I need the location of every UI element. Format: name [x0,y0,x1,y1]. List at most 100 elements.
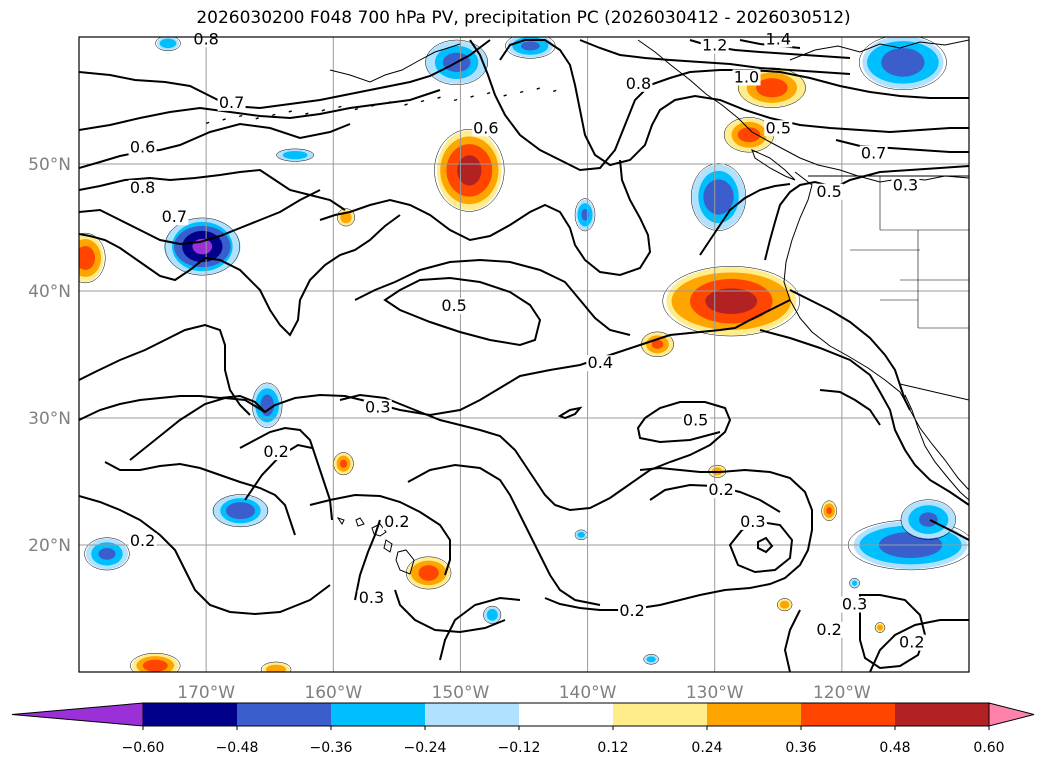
pv-contour-line [557,406,583,420]
pv-contour-line [407,463,601,606]
island-dash [519,90,524,94]
island-dash [205,121,210,125]
pv-contour-line [699,183,791,256]
alaska-coastline [789,39,969,61]
colorbar-segment [707,703,802,726]
precip-shade [457,155,482,186]
contour-label: 0.5 [766,118,791,137]
contour-label-bg [192,31,221,48]
contour-label-bg [128,139,157,156]
colorbar-tick-label: −0.36 [310,740,353,756]
precip-shade [826,507,832,515]
pv-contour-line [789,289,911,411]
pv-contour-line [79,299,791,421]
colorbar: −0.60 −0.48 −0.36 −0.24 −0.12 0.12 0.24 0.36 0.4… [11,702,1035,756]
pv-contour-line [759,329,969,506]
contour-label-bg [859,145,888,162]
lon-tick-label: 120°W [813,683,871,703]
pv-contour-line [383,276,542,347]
precipitation-layer [79,37,969,672]
precip-outline [859,37,947,91]
state-borders [850,176,969,329]
lon-tick-label: 140°W [559,683,617,703]
precip-outline [849,577,860,589]
precip-outline [155,37,181,52]
pv-contour-line [79,495,331,616]
pv-contour-line [79,168,346,211]
precip-positive-area [662,266,801,337]
map-title: 2026030200 F048 700 hPa PV, precipitatio… [196,8,851,28]
precip-negative-area [574,529,588,541]
island-dash [288,110,293,113]
colorbar-segment [331,703,426,726]
precip-negative-area [643,654,659,665]
contour-label: 0.7 [219,93,244,112]
island-dash [486,91,491,95]
contour-label: 0.3 [359,588,384,607]
island-dash [453,98,458,102]
colorbar-extend-low [11,702,144,727]
colorbar-tick-label: −0.48 [216,740,259,756]
colorbar-tick-label: −0.24 [404,740,447,756]
precip-outline [874,622,886,633]
pv-contour-line [579,39,851,75]
us-mexico-border [899,383,969,401]
pv-contour-line [354,258,631,336]
vancouver-island [751,149,796,181]
precip-positive-area [874,622,886,633]
precip-positive-area [130,652,181,672]
island-dash [255,117,259,120]
precip-outline [79,232,106,284]
contour-label-bg [440,298,469,315]
precip-shade [486,609,498,621]
contour-label: 1.2 [702,36,727,55]
island-dash [238,114,243,118]
pv-contour-line [104,461,296,536]
precip-positive-area [260,661,292,672]
precip-outline [84,537,130,571]
contour-label-bg [586,355,615,372]
contour-label: 0.4 [588,353,613,372]
pv-contour-line [499,39,969,167]
lon-tick-label: 160°W [304,683,362,703]
precip-shade [418,565,439,581]
colorbar-outline [142,702,990,727]
graticule [79,37,969,672]
pv-contour-line [869,619,969,672]
pv-contour-line [819,389,881,426]
colorbar-tick-label: 0.24 [691,740,722,756]
contour-label-bg [840,596,869,613]
contour-label: 0.8 [193,29,218,48]
precip-outline [212,494,269,528]
colorbar-tick-label: 0.48 [879,740,910,756]
contour-label: 0.5 [816,182,841,201]
precip-outline [434,129,505,212]
contour-label: 0.5 [683,410,708,429]
contour-label-bg [707,482,736,499]
precip-shade [703,179,734,215]
contour-label: 0.2 [384,512,409,531]
us-west-coastline [783,171,969,491]
contour-label: 0.2 [619,601,644,620]
precip-shade [339,459,348,468]
lat-tick-label: 20°N [28,536,71,556]
contour-label-bg [128,533,157,549]
precip-shade [282,150,308,160]
precip-positive-area [821,500,837,521]
precip-positive-area [776,598,793,612]
contour-label: 0.2 [263,442,288,461]
colorbar-segment [425,703,520,726]
precip-shade [705,288,758,315]
contour-label: 0.2 [130,531,155,550]
precip-negative-area [251,382,283,428]
contour-label: 1.0 [734,67,759,86]
pv-contour-line [829,165,969,191]
pv-contour-line [339,393,732,512]
colorbar-segment [143,703,238,726]
island-dash [222,118,226,121]
colorbar-segment [895,703,990,726]
pv-contour-line [79,39,491,110]
pv-contour-line [354,519,381,601]
contour-label-bg [217,94,246,111]
